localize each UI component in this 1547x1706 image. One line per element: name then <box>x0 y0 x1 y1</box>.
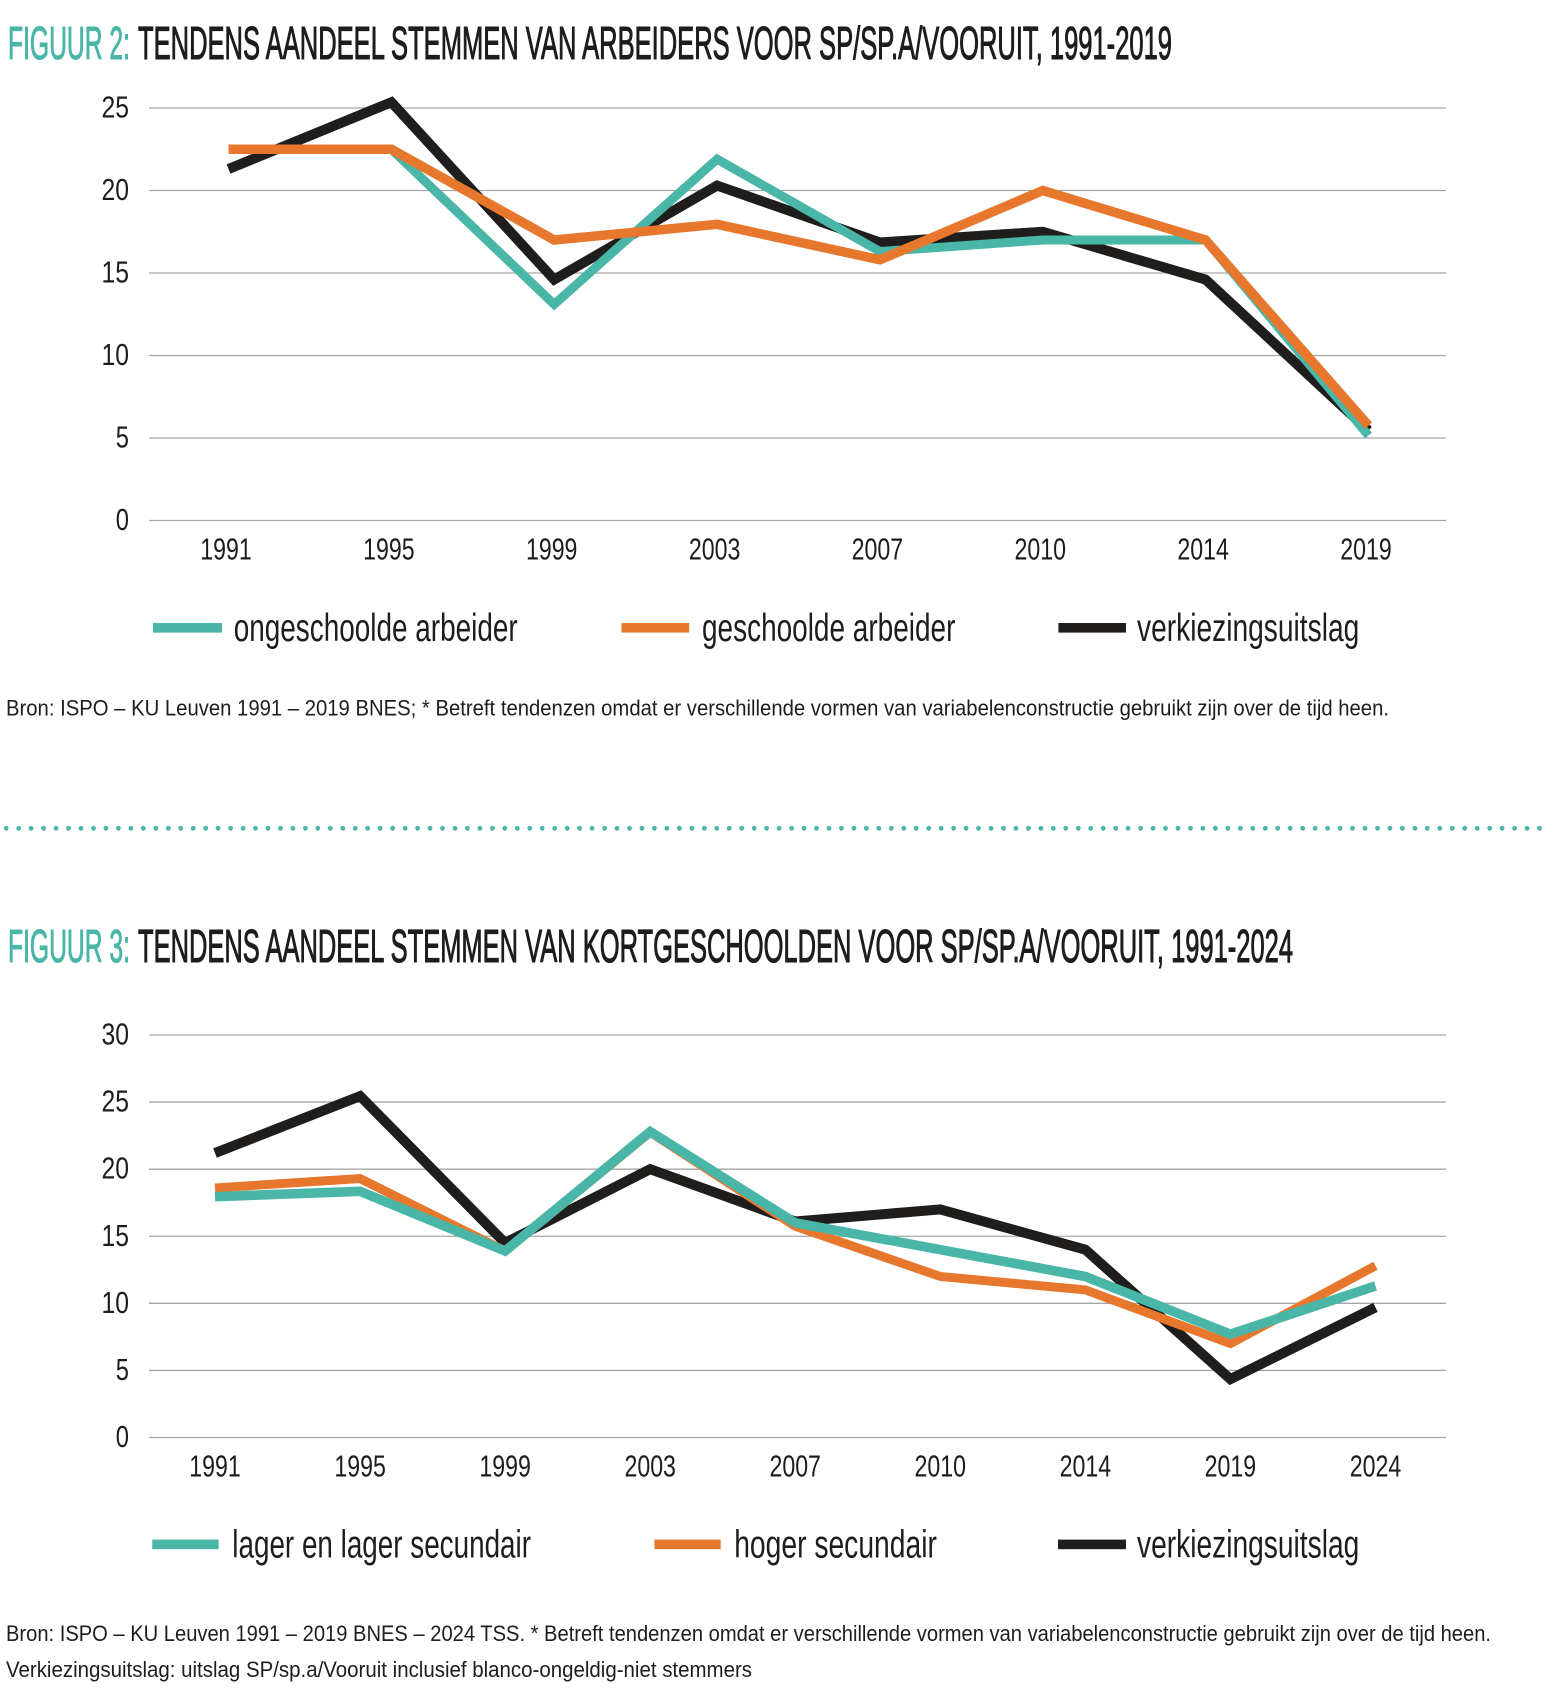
svg-text:25: 25 <box>102 1084 130 1119</box>
svg-text:2007: 2007 <box>852 532 904 567</box>
svg-text:FIGUUR 3:: FIGUUR 3: <box>8 920 130 972</box>
svg-text:5: 5 <box>116 1352 129 1387</box>
svg-text:ongeschoolde arbeider: ongeschoolde arbeider <box>234 607 518 650</box>
svg-text:2014: 2014 <box>1060 1449 1112 1484</box>
svg-text:25: 25 <box>102 90 130 125</box>
svg-text:5: 5 <box>116 420 129 455</box>
svg-text:geschoolde arbeider: geschoolde arbeider <box>702 607 955 650</box>
svg-text:2003: 2003 <box>689 532 741 567</box>
svg-text:Verkiezingsuitslag: uitslag SP: Verkiezingsuitslag: uitslag SP/sp.a/Voor… <box>6 1657 752 1682</box>
svg-text:lager en lager secundair: lager en lager secundair <box>232 1524 531 1567</box>
svg-text:0: 0 <box>116 1419 129 1454</box>
svg-text:1995: 1995 <box>334 1449 386 1484</box>
svg-text:hoger secundair: hoger secundair <box>734 1524 937 1567</box>
svg-text:1991: 1991 <box>200 532 252 567</box>
svg-text:1999: 1999 <box>526 532 578 567</box>
svg-text:Bron: ISPO – KU Leuven 1991 –: Bron: ISPO – KU Leuven 1991 – 2019 BNES … <box>6 1621 1491 1646</box>
svg-text:15: 15 <box>102 255 130 290</box>
svg-text:2019: 2019 <box>1205 1449 1257 1484</box>
svg-text:2010: 2010 <box>1015 532 1067 567</box>
svg-text:verkiezingsuitslag: verkiezingsuitslag <box>1137 607 1359 650</box>
svg-text:20: 20 <box>102 1151 130 1186</box>
svg-text:10: 10 <box>102 337 130 372</box>
svg-text:2007: 2007 <box>769 1449 821 1484</box>
svg-text:verkiezingsuitslag: verkiezingsuitslag <box>1137 1524 1359 1567</box>
svg-text:10: 10 <box>102 1285 130 1320</box>
svg-text:20: 20 <box>102 172 130 207</box>
svg-text:TENDENS AANDEEL STEMMEN VAN AR: TENDENS AANDEEL STEMMEN VAN ARBEIDERS VO… <box>138 17 1172 69</box>
svg-text:Bron: ISPO – KU Leuven 1991 –: Bron: ISPO – KU Leuven 1991 – 2019 BNES;… <box>6 696 1389 721</box>
svg-text:0: 0 <box>116 502 129 537</box>
svg-text:30: 30 <box>102 1016 130 1051</box>
svg-text:1999: 1999 <box>479 1449 531 1484</box>
svg-text:1995: 1995 <box>363 532 415 567</box>
svg-text:1991: 1991 <box>189 1449 241 1484</box>
svg-text:2019: 2019 <box>1340 532 1392 567</box>
svg-text:2010: 2010 <box>915 1449 967 1484</box>
svg-text:TENDENS AANDEEL STEMMEN VAN KO: TENDENS AANDEEL STEMMEN VAN KORTGESCHOOL… <box>138 920 1293 972</box>
svg-text:2024: 2024 <box>1350 1449 1402 1484</box>
svg-text:FIGUUR 2:: FIGUUR 2: <box>8 17 130 69</box>
svg-text:15: 15 <box>102 1218 130 1253</box>
svg-text:2003: 2003 <box>624 1449 676 1484</box>
svg-text:2014: 2014 <box>1177 532 1229 567</box>
